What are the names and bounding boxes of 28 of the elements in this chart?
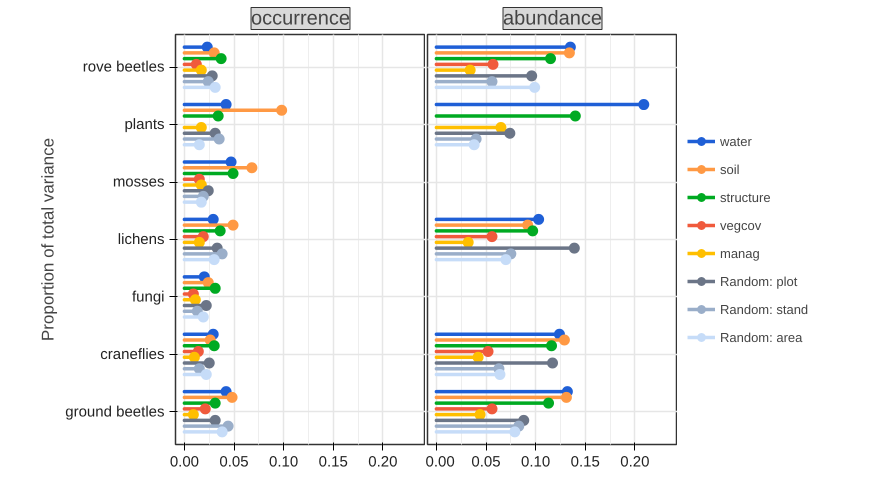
legend-label: vegcov <box>720 218 762 232</box>
legend-label: water <box>720 134 752 148</box>
y-tick-label: ground beetles <box>65 403 165 420</box>
y-tick-label: craneflies <box>100 346 165 363</box>
x-tick-label: 0.00 <box>170 454 200 470</box>
y-tick-label: rove beetles <box>82 58 164 76</box>
y-tick-label: plants <box>124 116 165 134</box>
y-axis-title: Proportion of total variance <box>38 138 58 342</box>
legend-label: Random: stand <box>720 302 808 316</box>
y-tick-label: lichens <box>118 231 165 248</box>
y-tick-label: fungi <box>132 288 165 306</box>
x-tick-label: 0.15 <box>570 454 600 470</box>
x-tick-label: 0.20 <box>620 454 650 470</box>
x-tick-label: 0.05 <box>219 454 249 470</box>
legend-label: structure <box>720 190 771 204</box>
legend-label: manag <box>720 246 760 260</box>
x-tick-label: 0.00 <box>426 454 455 470</box>
legend-label: Random: plot <box>720 274 798 288</box>
x-tick-label: 0.20 <box>368 454 398 470</box>
chart-title: abundance <box>503 8 602 30</box>
y-tick-label: mosses <box>112 174 165 191</box>
x-tick-label: 0.10 <box>521 454 550 470</box>
chart-title: occurrence <box>251 8 350 30</box>
x-tick-label: 0.15 <box>318 454 348 470</box>
x-tick-label: 0.10 <box>269 454 298 470</box>
x-tick-label: 0.05 <box>471 454 501 470</box>
legend-label: Random: area <box>720 330 802 344</box>
legend-label: soil <box>720 162 740 176</box>
